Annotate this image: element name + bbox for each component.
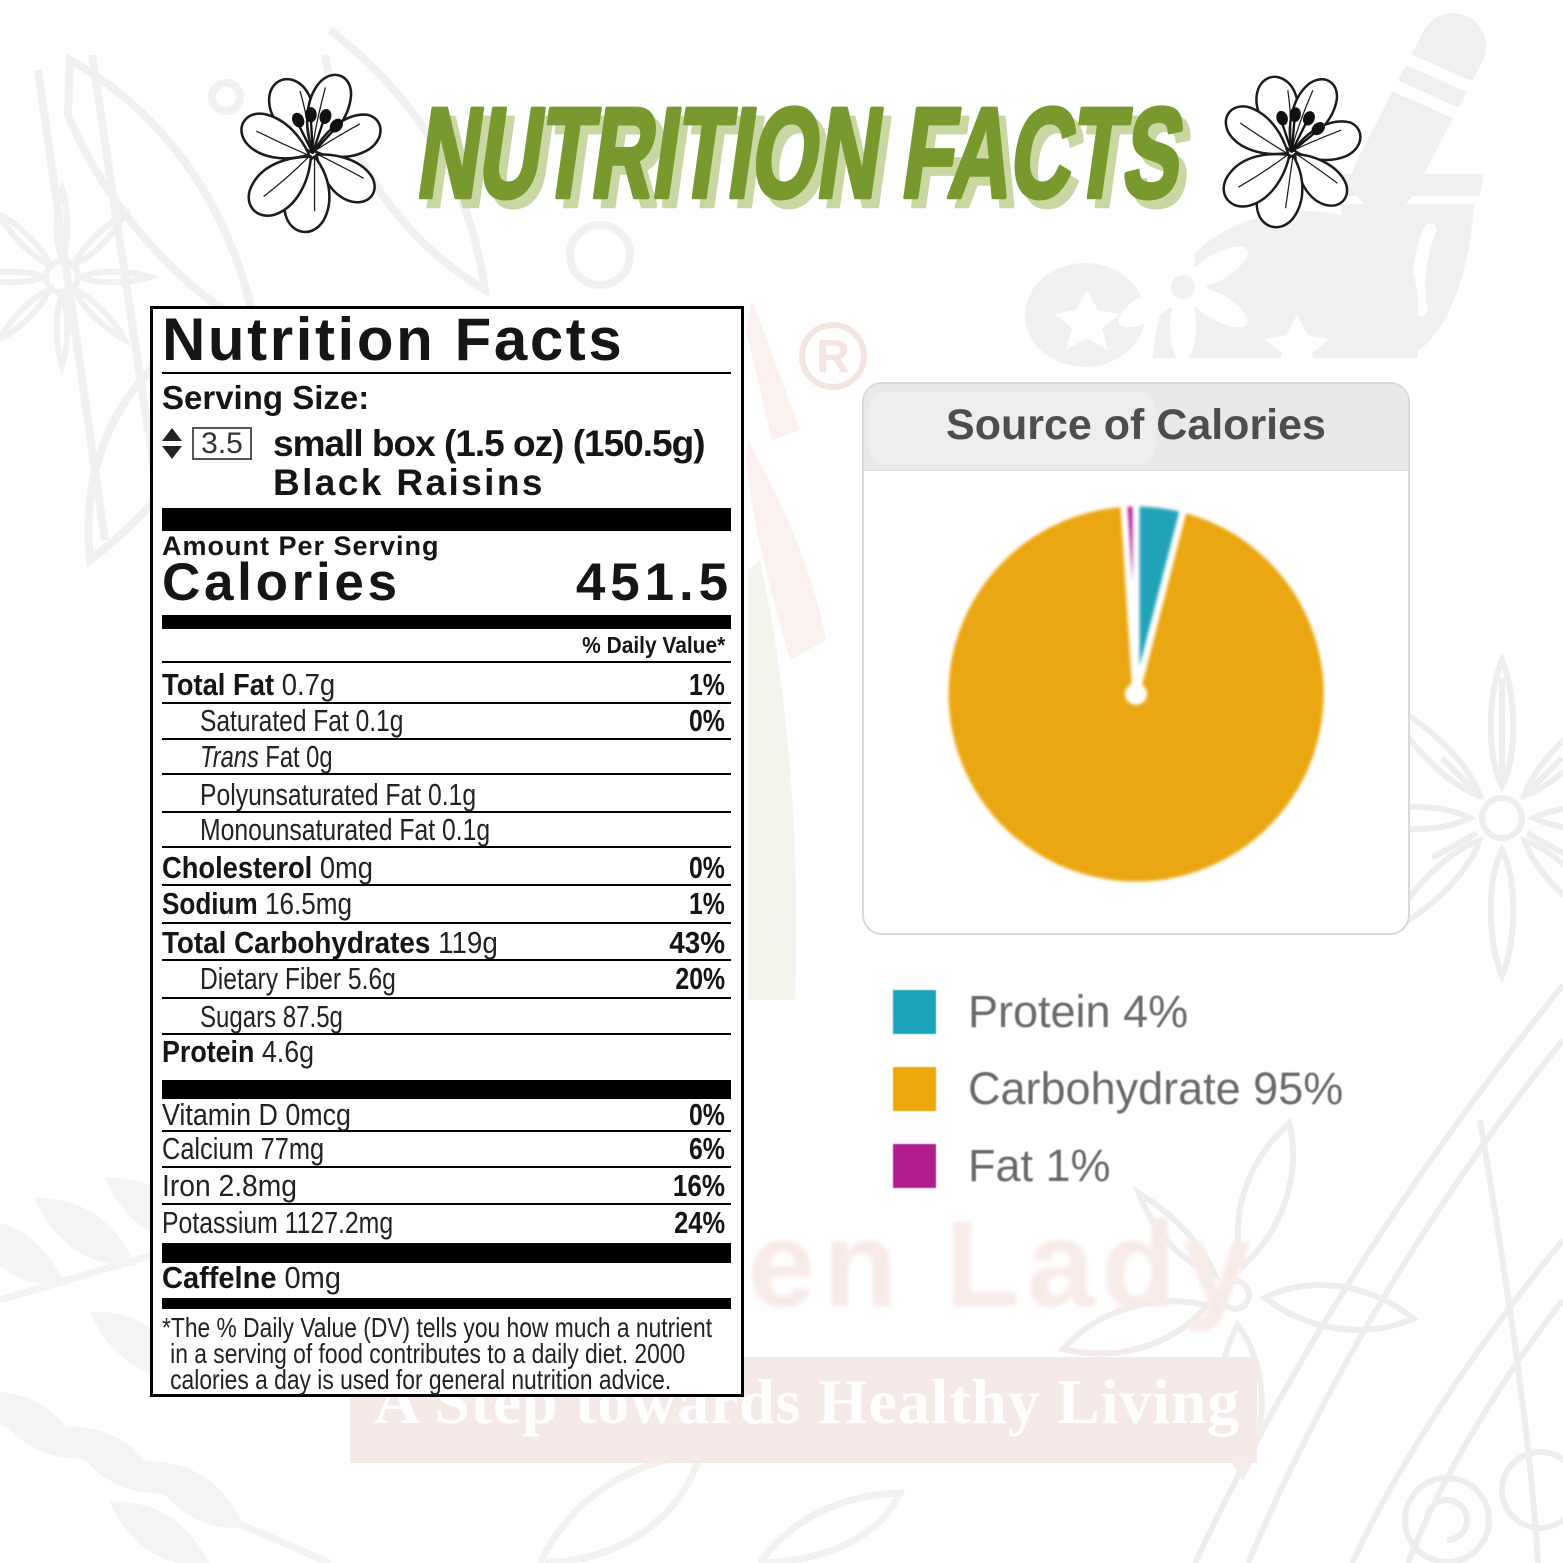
svg-text:NUTRITION FACTS: NUTRITION FACTS — [419, 92, 1201, 230]
svg-text:R: R — [816, 330, 849, 382]
svg-text:NUTRITION FACTS: NUTRITION FACTS — [411, 83, 1193, 225]
